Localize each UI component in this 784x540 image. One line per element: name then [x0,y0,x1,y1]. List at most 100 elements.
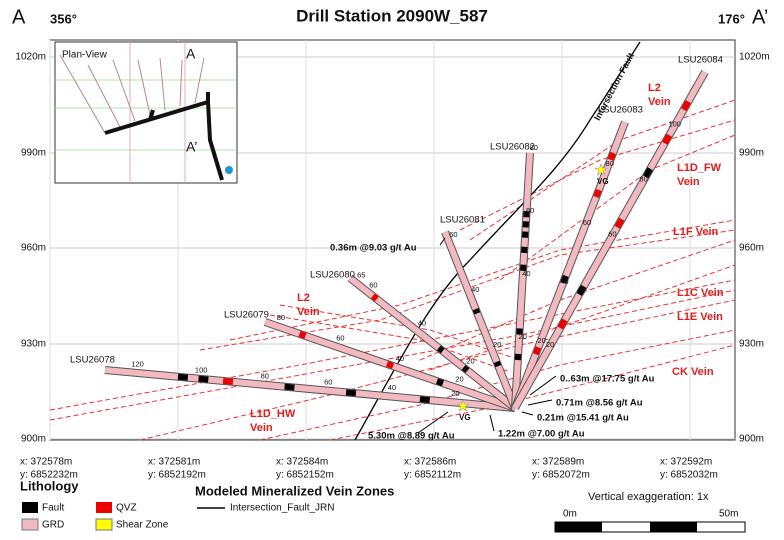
fault-interval [436,378,444,387]
hole-name: LSU26083 [598,105,643,116]
depth-label: 65 [357,271,365,280]
intercept-label: 0..63m @17.75 g/t Au [560,374,655,385]
depth-label: 80 [530,143,538,152]
coordinate: y: 6852072m [532,470,590,481]
depth-label: 40 [522,269,530,278]
qvz-interval [370,293,379,302]
coordinate: x: 372578m [20,457,72,468]
legend-item: GRD [42,520,64,531]
drillhole [348,275,517,411]
inset-title: Plan-View [62,50,108,61]
depth-label: 60 [324,377,332,386]
intercept-arrow [439,237,446,246]
coordinate: y: 6852032m [660,470,718,481]
legend-title: Lithology [20,478,79,493]
coordinate: y: 6852152m [276,470,334,481]
hole-name: LSU26079 [224,310,269,321]
elevation-label: 900m [21,434,46,445]
depth-label: 60 [526,206,534,215]
qvz-interval [593,188,602,199]
legend-title: Modeled Mineralized Vein Zones [195,483,394,498]
depth-label: 40 [418,319,426,328]
elevation-label: 930m [739,339,764,350]
fault-interval [493,360,502,368]
vein-label: L1D_HW [250,408,296,420]
swatch [96,502,112,513]
drillhole [512,152,533,409]
depth-label: 40 [471,285,479,294]
elevation-label: 930m [21,339,46,350]
hole-name: LSU26082 [490,142,535,153]
azimuth: 356° [50,11,77,26]
vein-label: Vein [677,176,700,188]
qvz-interval [662,133,672,145]
fault-interval [643,167,653,179]
depth-label: 20 [546,340,554,349]
vein-label: L1F Vein [673,226,719,238]
depth-label: 40 [560,277,568,286]
qvz-interval [557,318,568,330]
azimuth: 176° [718,11,745,26]
intercept-arrow [527,399,553,406]
depth-label: 40 [396,354,404,363]
depth-label: 80 [639,175,647,184]
fault-interval [419,396,430,404]
intercept-label: 5.30m @8.89 g/t Au [368,431,455,442]
legend-item: Fault [42,503,64,514]
depth-label: 20 [493,340,501,349]
depth-label: 100 [668,120,681,129]
vein-label: L2 [297,292,310,304]
vg-label: VG [459,413,471,422]
fault-line [354,41,641,441]
fault-interval [472,307,481,315]
depth-label: 20 [538,336,546,345]
drillhole [104,367,516,411]
depth-label: 60 [608,230,616,239]
depth-label: 100 [195,366,208,375]
intercept-label: 1.22m @7.00 g/t Au [498,429,585,440]
inset: Plan-View A A’ [54,41,238,184]
elevation-label: 960m [739,243,764,254]
fault-interval [198,375,209,383]
elevation-label: 900m [739,434,764,445]
hole-name: LSU26080 [310,270,355,281]
legend-item: QVZ [116,503,137,514]
vein-label: L1D_FW [677,162,722,174]
vein-label: L2 [648,82,661,94]
intercept-label: 0.21m @15.41 g/t Au [537,413,629,424]
depth-label: 40 [388,383,396,392]
coordinate: y: 6852192m [148,470,206,481]
coordinate: x: 372589m [532,457,584,468]
intercept-arrow [529,375,557,396]
coordinate: x: 372584m [276,457,328,468]
section-mark: A’ [752,6,768,28]
legend-item: Intersection_Fault_JRN [230,503,335,514]
qvz-interval [386,361,394,369]
qvz-interval [607,151,616,161]
drillhole [512,120,628,410]
coordinate: y: 6852112m [404,470,461,481]
vein-label: L1C Vein [677,287,724,299]
depth-label: 20 [451,389,459,398]
depth-label: 20 [466,357,474,366]
swatch [22,502,38,513]
elevation-label: 960m [21,243,46,254]
exaggeration: Vertical exaggeration: 1x [588,491,709,503]
depth-label: 60 [336,334,344,343]
qvz-interval [222,377,234,385]
intercept-arrow [521,411,534,416]
coordinate: x: 372586m [404,457,456,468]
coordinate: y: 6852232m [20,470,78,481]
intercept-arrow [489,414,495,432]
vein-label: L1E Vein [677,311,723,323]
swatch [95,518,113,531]
qvz-interval [681,100,691,112]
depth-label: 80 [606,159,614,168]
elevation-label: 1020m [739,52,770,63]
vein-label: Vein [297,306,320,318]
title: Drill Station 2090W_587 [296,6,488,25]
fault-interval [461,365,470,373]
drillhole [512,70,708,410]
qvz-interval [298,331,307,339]
depth-label: 20 [519,332,527,341]
